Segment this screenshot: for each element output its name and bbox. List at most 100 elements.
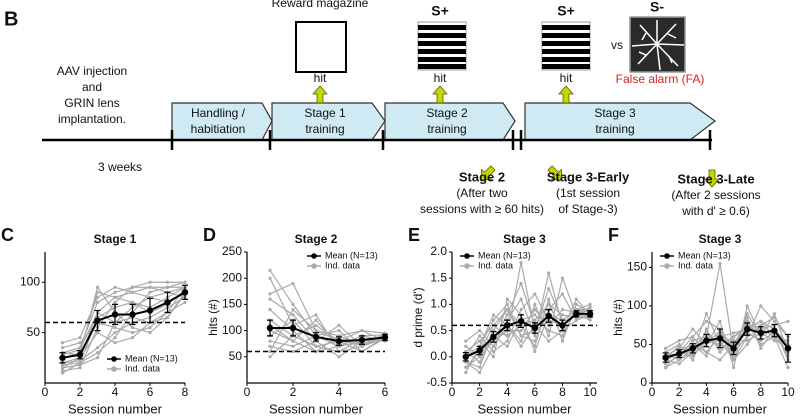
individual-point bbox=[704, 312, 709, 316]
individual-point bbox=[183, 280, 187, 284]
legend-label: Ind. data bbox=[125, 363, 160, 373]
individual-point bbox=[745, 312, 749, 316]
individual-line bbox=[465, 313, 591, 358]
y-tick-label: 150 bbox=[627, 260, 647, 274]
individual-point bbox=[533, 302, 537, 306]
s-plus: S+ bbox=[557, 3, 575, 19]
individual-point bbox=[78, 366, 82, 370]
individual-point bbox=[113, 290, 117, 294]
individual-point bbox=[677, 362, 681, 366]
individual-point bbox=[314, 344, 318, 348]
individual-point bbox=[505, 297, 509, 301]
individual-point bbox=[547, 329, 551, 333]
individual-point bbox=[677, 358, 681, 362]
individual-point bbox=[464, 370, 468, 375]
individual-point bbox=[113, 285, 117, 289]
individual-point bbox=[759, 319, 763, 323]
individual-point bbox=[268, 355, 272, 359]
mean-point bbox=[689, 345, 696, 352]
x-tick-label: 8 bbox=[182, 385, 189, 399]
individual-point bbox=[183, 300, 187, 304]
individual-point bbox=[533, 318, 537, 322]
individual-point bbox=[268, 344, 272, 348]
false-alarm: False alarm (FA) bbox=[616, 72, 705, 86]
individual-point bbox=[560, 292, 565, 296]
individual-point bbox=[588, 305, 592, 309]
individual-point bbox=[533, 313, 537, 317]
mean-point bbox=[289, 324, 297, 332]
stage-text: training bbox=[305, 122, 344, 136]
legend-label: Mean (N=13) bbox=[125, 353, 178, 363]
mean-point bbox=[312, 333, 320, 341]
individual-point bbox=[745, 304, 749, 308]
individual-point bbox=[547, 297, 551, 301]
legend-label: Ind. data bbox=[325, 260, 360, 270]
individual-point bbox=[772, 339, 777, 343]
stage-text: Stage 1 bbox=[304, 106, 346, 120]
milestone-text: sessions with ≥ 60 hits) bbox=[420, 202, 544, 216]
mean-line bbox=[270, 326, 386, 343]
individual-point bbox=[268, 308, 272, 312]
individual-point bbox=[677, 344, 681, 348]
mean-point bbox=[462, 353, 470, 360]
mean-point bbox=[504, 322, 511, 329]
individual-point bbox=[547, 287, 551, 291]
individual-point bbox=[704, 327, 709, 331]
individual-point bbox=[291, 344, 295, 348]
individual-point bbox=[519, 339, 523, 343]
individual-point bbox=[732, 358, 736, 362]
x-tick-label: 6 bbox=[382, 385, 389, 399]
individual-point bbox=[691, 354, 695, 358]
individual-point bbox=[360, 344, 364, 348]
individual-point bbox=[491, 344, 496, 348]
individual-point bbox=[95, 331, 100, 335]
individual-point bbox=[664, 365, 668, 370]
y-tick-label: 200 bbox=[222, 270, 242, 284]
milestone-text: of Stage-3) bbox=[558, 202, 617, 216]
individual-point bbox=[745, 335, 749, 339]
individual-point bbox=[704, 331, 709, 335]
individual-point bbox=[78, 341, 82, 345]
individual-point bbox=[519, 260, 523, 265]
individual-point bbox=[745, 339, 749, 343]
individual-line bbox=[269, 282, 386, 345]
y-axis-label: d prime (d') bbox=[411, 287, 425, 347]
duration: 3 weeks bbox=[98, 160, 142, 174]
individual-point bbox=[314, 329, 318, 333]
x-tick-label: 4 bbox=[112, 385, 119, 399]
panel-label: F bbox=[608, 225, 619, 245]
individual-point bbox=[148, 280, 152, 284]
up-arrow bbox=[312, 85, 328, 104]
individual-point bbox=[560, 308, 565, 312]
mean-point bbox=[716, 335, 724, 342]
individual-point bbox=[148, 285, 152, 289]
individual-point bbox=[113, 331, 117, 335]
mean-point bbox=[573, 310, 580, 318]
legend-marker bbox=[311, 253, 317, 259]
legend-marker bbox=[311, 263, 317, 269]
individual-point bbox=[291, 281, 295, 286]
noise-stimulus bbox=[629, 16, 686, 73]
individual-point bbox=[519, 297, 523, 301]
stage-text: training bbox=[595, 122, 634, 136]
mean-point bbox=[94, 317, 101, 324]
individual-point bbox=[113, 295, 117, 299]
mean-line bbox=[665, 327, 789, 359]
panel-label: E bbox=[408, 225, 420, 245]
mean-point bbox=[559, 322, 566, 329]
chart-title: Stage 3 bbox=[503, 232, 546, 246]
x-tick-label: 6 bbox=[730, 385, 737, 399]
individual-point bbox=[95, 285, 100, 289]
mean-point bbox=[730, 345, 737, 352]
individual-point bbox=[691, 358, 695, 362]
stage-text: Stage 2 bbox=[426, 106, 468, 120]
individual-point bbox=[478, 329, 482, 333]
individual-point bbox=[148, 325, 152, 330]
individual-point bbox=[78, 336, 82, 340]
legend-label: Ind. data bbox=[678, 260, 713, 270]
x-tick-label: 2 bbox=[77, 385, 84, 399]
mean-point bbox=[517, 317, 525, 325]
y-axis-label: hits (#) bbox=[206, 299, 220, 336]
milestone-text: (After two bbox=[456, 186, 508, 200]
individual-point bbox=[519, 308, 523, 312]
